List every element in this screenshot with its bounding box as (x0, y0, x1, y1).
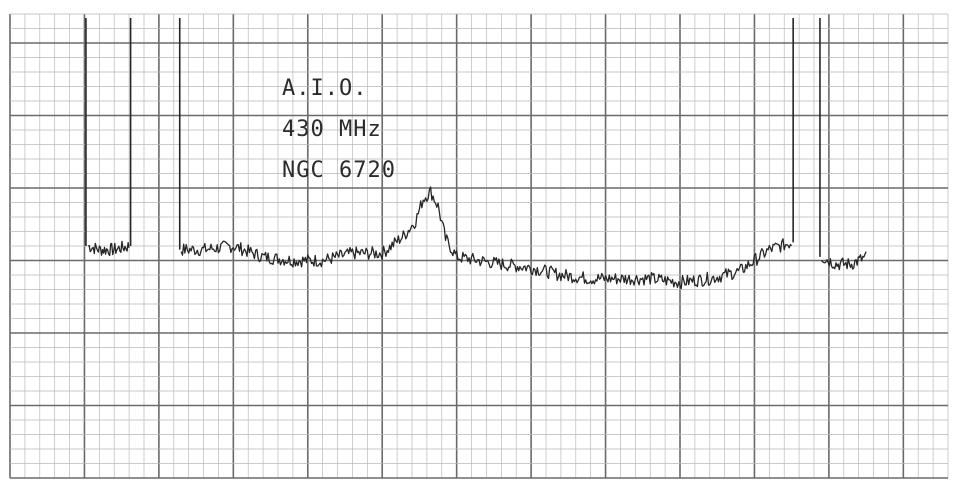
calibration-steps (85, 18, 821, 257)
annotation-frequency: 430 MHz (282, 117, 382, 142)
chart-traces (87, 186, 867, 290)
spectrum-trace-segment-2 (180, 186, 793, 290)
chart-grid (9, 13, 949, 479)
annotation-object: NGC 6720 (282, 158, 396, 183)
annotation-observatory: A.I.O. (282, 76, 368, 101)
spectrum-trace-segment-3 (820, 251, 867, 271)
spectrum-trace-segment-1 (87, 240, 130, 257)
